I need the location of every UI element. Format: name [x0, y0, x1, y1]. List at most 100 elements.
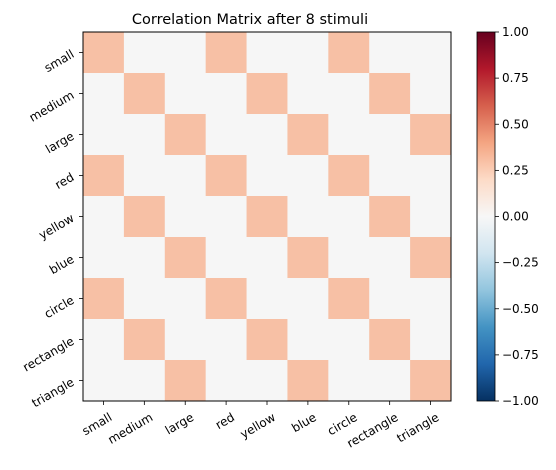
heatmap-cell-small-circle	[328, 32, 370, 74]
heatmap-cell-small-triangle	[410, 32, 452, 74]
heatmap-cell-small-blue	[287, 32, 329, 74]
heatmap-cell-triangle-small	[83, 360, 125, 402]
heatmap-cell-blue-small	[83, 237, 125, 279]
heatmap-cell-medium-large	[164, 73, 207, 115]
heatmap-cell-rectangle-large	[164, 319, 207, 361]
heatmap-cell-triangle-triangle	[410, 360, 452, 402]
heatmap-cell-red-circle	[328, 155, 370, 197]
heatmap-cell-red-triangle	[410, 155, 452, 197]
colorbar-tick-label: −0.50	[502, 302, 539, 316]
heatmap-cell-circle-red	[205, 278, 247, 320]
colorbar-tick-label: −1.00	[502, 394, 539, 408]
y-tick-label-small: small	[42, 47, 77, 75]
heatmap-cell-rectangle-blue	[287, 319, 329, 361]
colorbar-tick-label: 1.00	[502, 25, 529, 39]
y-tick-label-blue: blue	[47, 252, 76, 277]
heatmap-cell-circle-yellow	[246, 278, 288, 320]
y-tick-label-large: large	[43, 129, 76, 156]
y-tick-label-medium: medium	[27, 88, 77, 125]
heatmap-cell-yellow-blue	[287, 196, 329, 238]
colorbar-gradient	[476, 31, 496, 402]
heatmap-cell-large-large	[164, 114, 207, 156]
heatmap-cell-triangle-blue	[287, 360, 329, 402]
heatmap-cell-yellow-medium	[123, 196, 166, 238]
heatmap-cell-yellow-small	[83, 196, 125, 238]
heatmap-cell-circle-medium	[123, 278, 166, 320]
heatmap-cell-blue-circle	[328, 237, 370, 279]
x-tick-label-large: large	[163, 410, 196, 437]
heatmap-cell-red-medium	[123, 155, 166, 197]
heatmap-cell-medium-medium	[123, 73, 166, 115]
heatmap-cell-large-yellow	[246, 114, 288, 156]
heatmap-cell-rectangle-small	[83, 319, 125, 361]
heatmap-cell-triangle-red	[205, 360, 247, 402]
heatmap-cell-circle-small	[83, 278, 125, 320]
heatmap-cell-medium-rectangle	[369, 73, 411, 115]
x-tick-label-blue: blue	[289, 410, 318, 435]
heatmap-cell-triangle-large	[164, 360, 207, 402]
heatmap-cell-small-red	[205, 32, 247, 74]
heatmap-cell-blue-large	[164, 237, 207, 279]
heatmap-cell-medium-circle	[328, 73, 370, 115]
heatmap-cell-large-red	[205, 114, 247, 156]
heatmap-cell-circle-blue	[287, 278, 329, 320]
heatmap-cell-yellow-yellow	[246, 196, 288, 238]
chart-title: Correlation Matrix after 8 stimuli	[132, 12, 368, 28]
heatmap-cell-rectangle-red	[205, 319, 247, 361]
heatmap-cell-large-rectangle	[369, 114, 411, 156]
heatmap-cell-rectangle-yellow	[246, 319, 288, 361]
x-tick-label-triangle: triangle	[394, 410, 441, 445]
heatmap-cell-rectangle-rectangle	[369, 319, 411, 361]
y-tick-label-circle: circle	[42, 293, 77, 321]
heatmap-cell-rectangle-triangle	[410, 319, 452, 361]
heatmap-cell-red-red	[205, 155, 247, 197]
heatmap-cell-blue-red	[205, 237, 247, 279]
heatmap-cell-red-small	[83, 155, 125, 197]
heatmap-cell-medium-red	[205, 73, 247, 115]
heatmap-cell-yellow-rectangle	[369, 196, 411, 238]
heatmap-cell-circle-large	[164, 278, 207, 320]
heatmap-cell-yellow-large	[164, 196, 207, 238]
heatmap-cell-yellow-circle	[328, 196, 370, 238]
heatmap-cell-rectangle-medium	[123, 319, 166, 361]
colorbar-tick-label: 0.75	[502, 71, 529, 85]
colorbar-tick-label: 0.00	[502, 210, 529, 224]
y-tick-label-rectangle: rectangle	[20, 334, 76, 374]
heatmap-cell-small-rectangle	[369, 32, 411, 74]
y-axis: small medium large red yellow blue circle recta…	[20, 47, 83, 410]
heatmap-cell-large-circle	[328, 114, 370, 156]
x-tick-label-red: red	[213, 410, 237, 432]
heatmap-cell-medium-triangle	[410, 73, 452, 115]
heatmap-cell-triangle-yellow	[246, 360, 288, 402]
colorbar: 1.00 0.75 0.50 0.25 0.00 −0.25 −0.50 −0.75 −1.00	[476, 25, 539, 408]
heatmap-cell-blue-medium	[123, 237, 166, 279]
heatmap-cell-small-large	[164, 32, 207, 74]
heatmap-cell-triangle-circle	[328, 360, 370, 402]
heatmap-cell-large-small	[83, 114, 125, 156]
heatmap-cell-medium-small	[83, 73, 125, 115]
heatmap-cell-red-blue	[287, 155, 329, 197]
heatmap-cell-small-yellow	[246, 32, 288, 74]
colorbar-tick-label: −0.25	[502, 256, 539, 270]
y-tick-label-triangle: triangle	[29, 375, 76, 410]
heatmap-cell-large-blue	[287, 114, 329, 156]
heatmap-cell-medium-blue	[287, 73, 329, 115]
heatmap-cell-medium-yellow	[246, 73, 288, 115]
y-tick-label-yellow: yellow	[36, 211, 76, 242]
heatmap-cell-red-yellow	[246, 155, 288, 197]
y-tick-label-red: red	[52, 170, 76, 192]
heatmap-cell-large-medium	[123, 114, 166, 156]
heatmap-cells	[83, 32, 452, 402]
heatmap-cell-rectangle-circle	[328, 319, 370, 361]
colorbar-tick-label: −0.75	[502, 348, 539, 362]
colorbar-tick-label: 0.50	[502, 117, 529, 131]
heatmap-cell-red-large	[164, 155, 207, 197]
heatmap-cell-triangle-rectangle	[369, 360, 411, 402]
heatmap-cell-circle-triangle	[410, 278, 452, 320]
heatmap-cell-blue-rectangle	[369, 237, 411, 279]
heatmap-cell-triangle-medium	[123, 360, 166, 402]
colorbar-tick-label: 0.25	[502, 163, 529, 177]
heatmap-cell-circle-circle	[328, 278, 370, 320]
